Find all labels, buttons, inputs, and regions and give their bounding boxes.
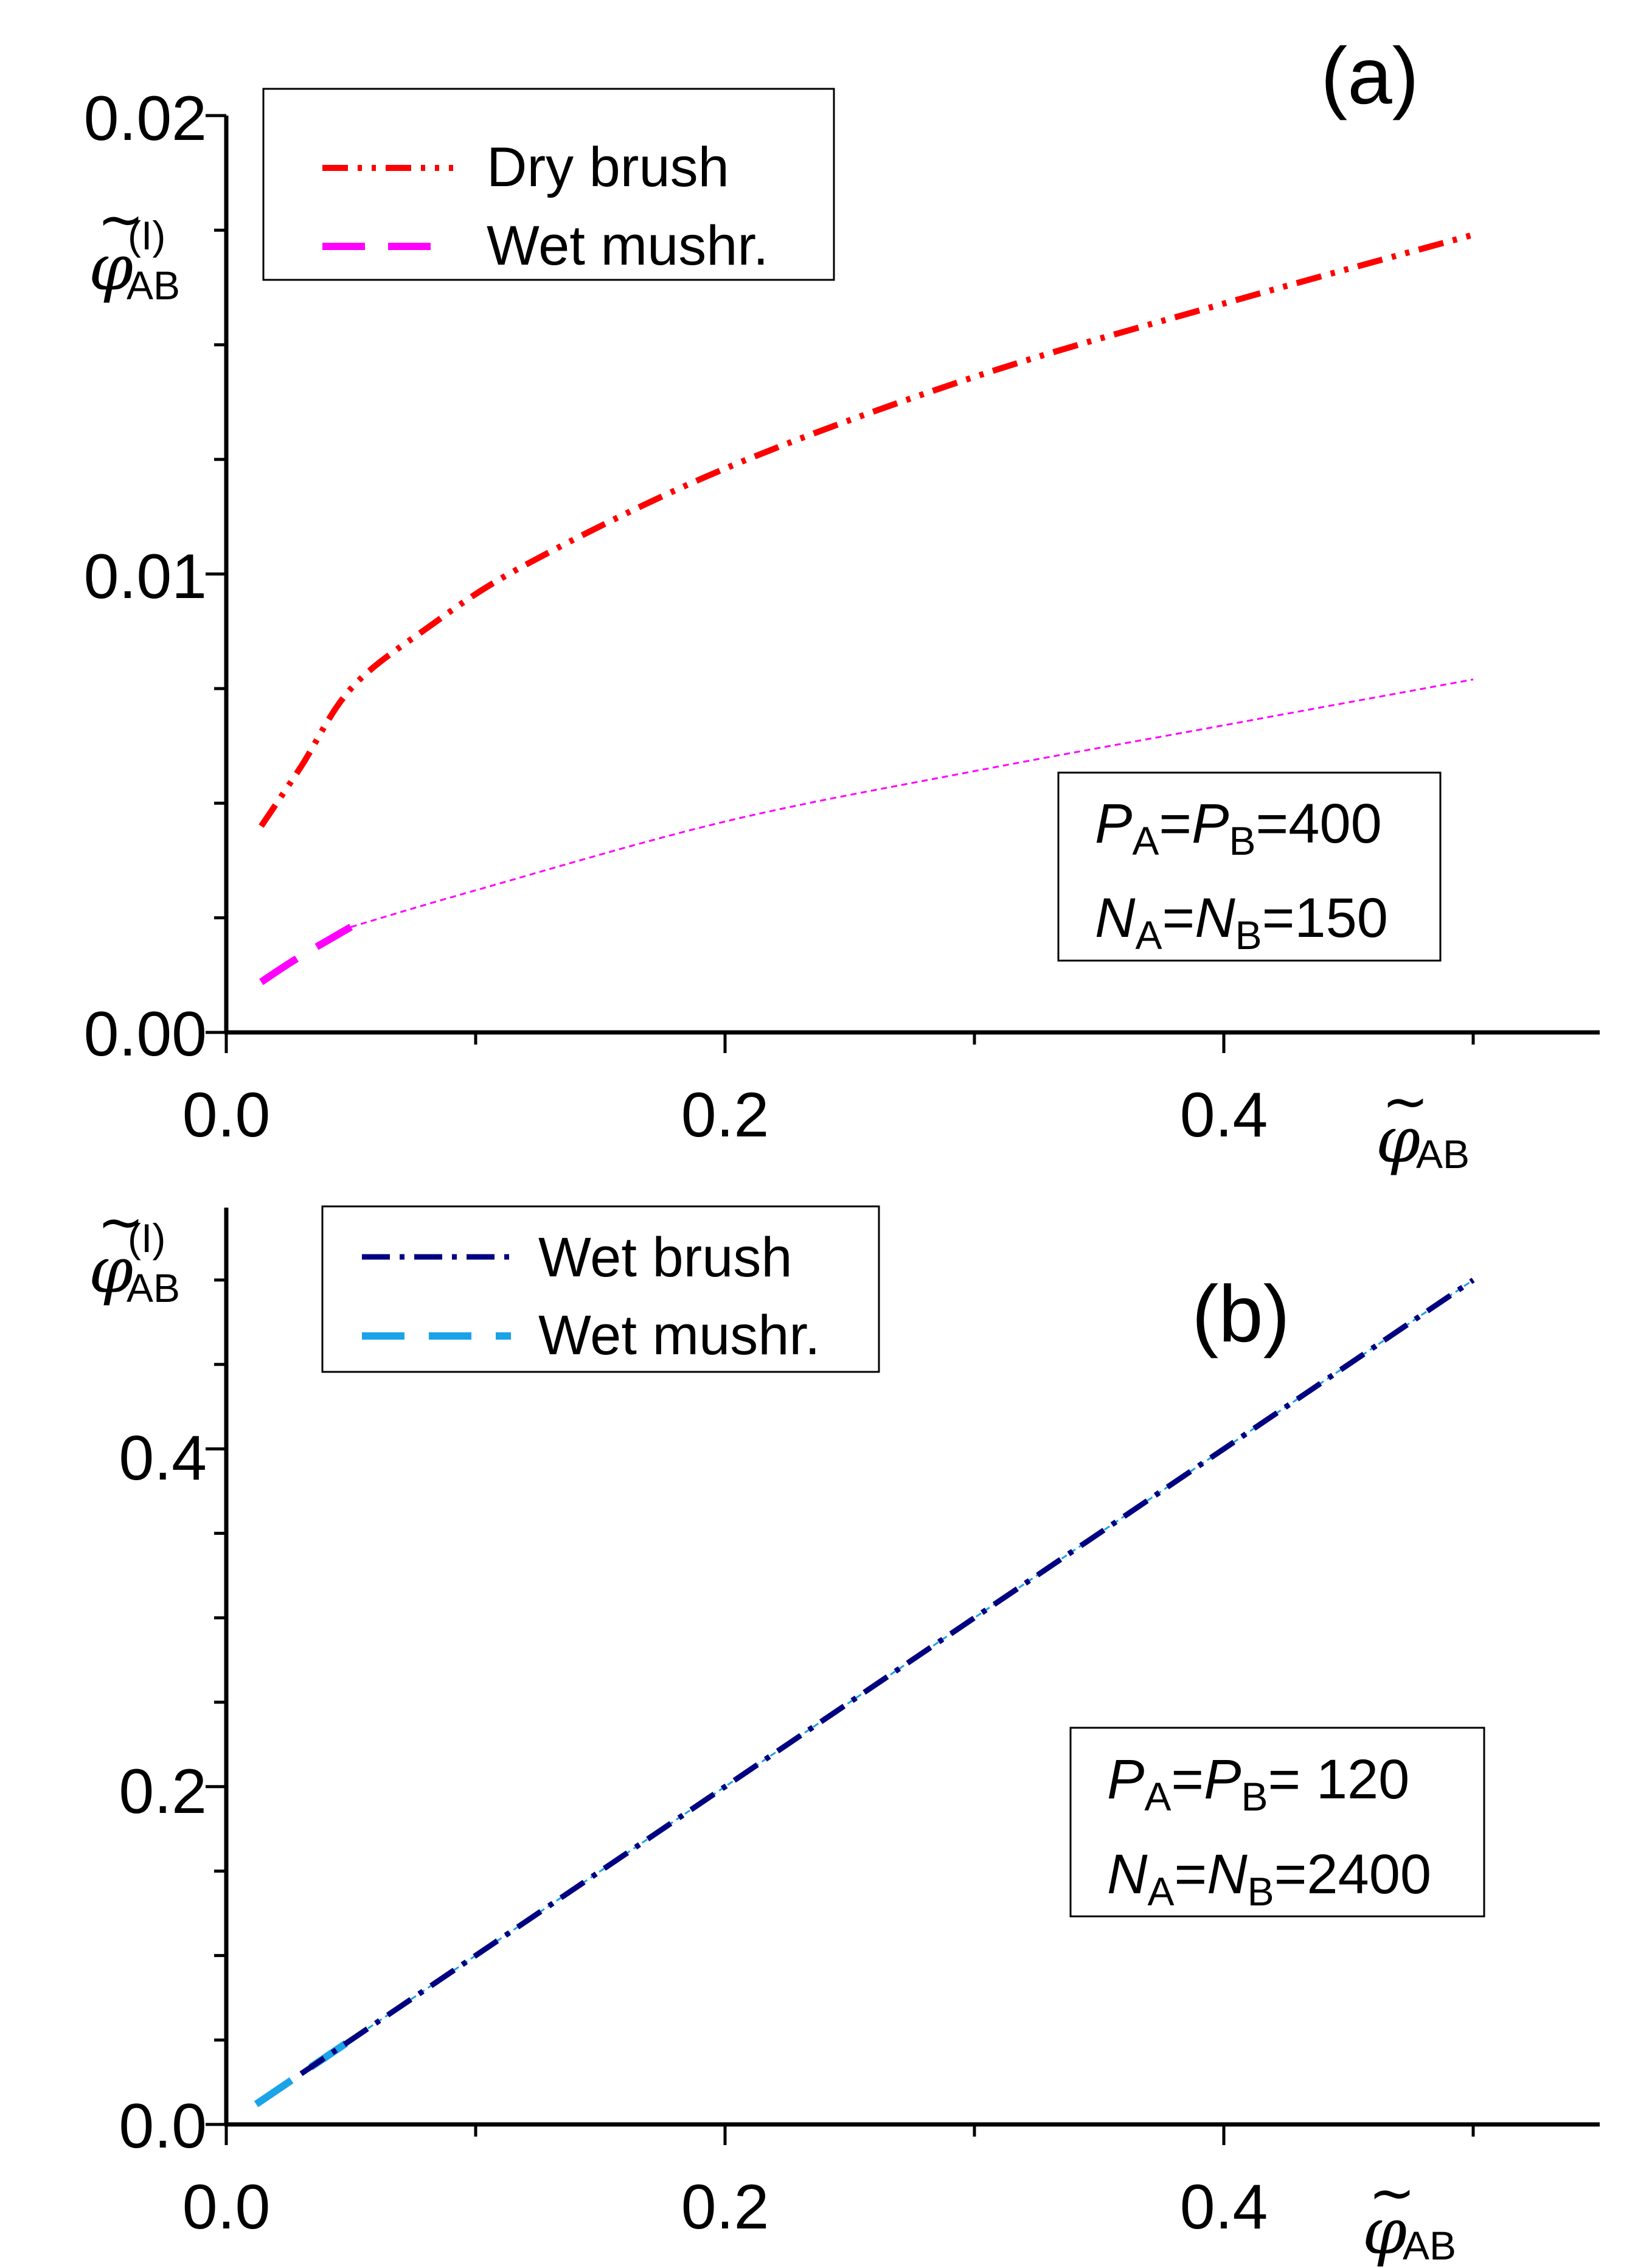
panel-b-ylabel-symbol: φ: [89, 1233, 133, 1307]
panel-a-ylabel-tilde: ~: [97, 187, 144, 252]
panel-a-legend: Dry brush Wet mushr.: [262, 88, 835, 281]
panel-b-xlabel-tilde: ~: [1369, 2160, 1415, 2225]
panel-b-legend-label: Wet mushr.: [538, 1304, 821, 1366]
panel-a-xtick-label: 0.4: [1180, 1080, 1268, 1150]
panel-a-ytick-label: 0.02: [84, 83, 207, 154]
panel-b-xtick-label: 0.0: [182, 2172, 271, 2242]
panel-a: (a) 0.02 0.01 0.00 0.0 0.2 0.4 ~ φ (I) A…: [84, 31, 1600, 1177]
panel-a-legend-label: Wet mushr.: [487, 215, 769, 277]
panel-a-xlabel-tilde: ~: [1382, 1069, 1429, 1134]
panel-b-ytick-label: 0.4: [119, 1423, 207, 1494]
panel-b: (b) 0.4 0.2 0.0 0.0 0.2 0.4 ~ φ (I) AB ~…: [89, 1189, 1600, 2268]
panel-a-params-line1: PA=PB=400: [1095, 793, 1382, 863]
series-line-wet-brush: [299, 1278, 1475, 2076]
panel-a-params-line2: NA=NB=150: [1095, 887, 1388, 958]
panel-a-params-box: PA=PB=400 NA=NB=150: [1057, 771, 1442, 962]
panel-a-params-frame: [1057, 771, 1442, 962]
panel-a-legend-label: Dry brush: [487, 136, 729, 198]
panel-b-legend-label: Wet brush: [538, 1226, 793, 1289]
panel-a-ytick-label: 0.01: [84, 541, 207, 612]
panel-a-ylabel: ~ φ (I) AB: [89, 187, 180, 308]
panel-b-ylabel-subscript: AB: [127, 1265, 180, 1310]
panel-b-ylabel-superscript: (I): [128, 1216, 165, 1261]
panel-b-params-box: PA=PB= 120 NA=NB=2400: [1069, 1727, 1485, 1918]
panel-a-series: [259, 232, 1474, 986]
panel-b-legend-box: [321, 1205, 880, 1373]
panel-b-ytick-label: 0.2: [119, 1756, 207, 1827]
panel-b-xlabel: ~ φ AB: [1362, 2160, 1456, 2268]
panel-a-ylabel-subscript: AB: [127, 263, 180, 308]
panel-a-xlabel-symbol: φ: [1376, 1103, 1420, 1177]
panel-b-label: (b): [1192, 1269, 1290, 1358]
panel-a-ytick-label: 0.00: [84, 999, 207, 1070]
panel-b-ylabel: ~ φ (I) AB: [89, 1189, 180, 1310]
panel-b-xlabel-subscript: AB: [1403, 2223, 1456, 2268]
panel-a-xtick-label: 0.0: [182, 1080, 271, 1150]
panel-b-params-line2: NA=NB=2400: [1107, 1843, 1431, 1914]
series-line-wet-mushr: [254, 2037, 353, 2107]
panel-a-xtick-label: 0.2: [681, 1080, 769, 1150]
series-line-dry-brush: [259, 232, 1474, 828]
series-line-wet-mushr-metastable-extension: [350, 678, 1474, 928]
panel-a-xlabel: ~ φ AB: [1376, 1069, 1470, 1177]
panel-b-xlabel-symbol: φ: [1362, 2194, 1407, 2268]
panel-a-xlabel-subscript: AB: [1416, 1132, 1470, 1177]
panel-b-ylabel-tilde: ~: [97, 1189, 144, 1254]
panel-b-params-line1: PA=PB= 120: [1107, 1748, 1409, 1819]
panel-a-label: (a): [1321, 31, 1418, 120]
panel-b-ticks: [206, 1278, 1475, 2145]
panel-b-xtick-label: 0.2: [681, 2172, 769, 2242]
panel-a-ylabel-superscript: (I): [128, 213, 165, 258]
series-line-wet-mushr: [259, 924, 353, 986]
panel-b-legend: Wet brush Wet mushr.: [321, 1205, 880, 1373]
panel-b-series: [254, 1278, 1475, 2107]
panel-a-ticks: [206, 114, 1475, 1053]
panel-b-params-frame: [1069, 1727, 1485, 1918]
panel-a-ylabel-symbol: φ: [89, 231, 133, 305]
panel-b-xtick-label: 0.4: [1180, 2172, 1268, 2242]
panel-b-ytick-label: 0.0: [119, 2091, 207, 2162]
